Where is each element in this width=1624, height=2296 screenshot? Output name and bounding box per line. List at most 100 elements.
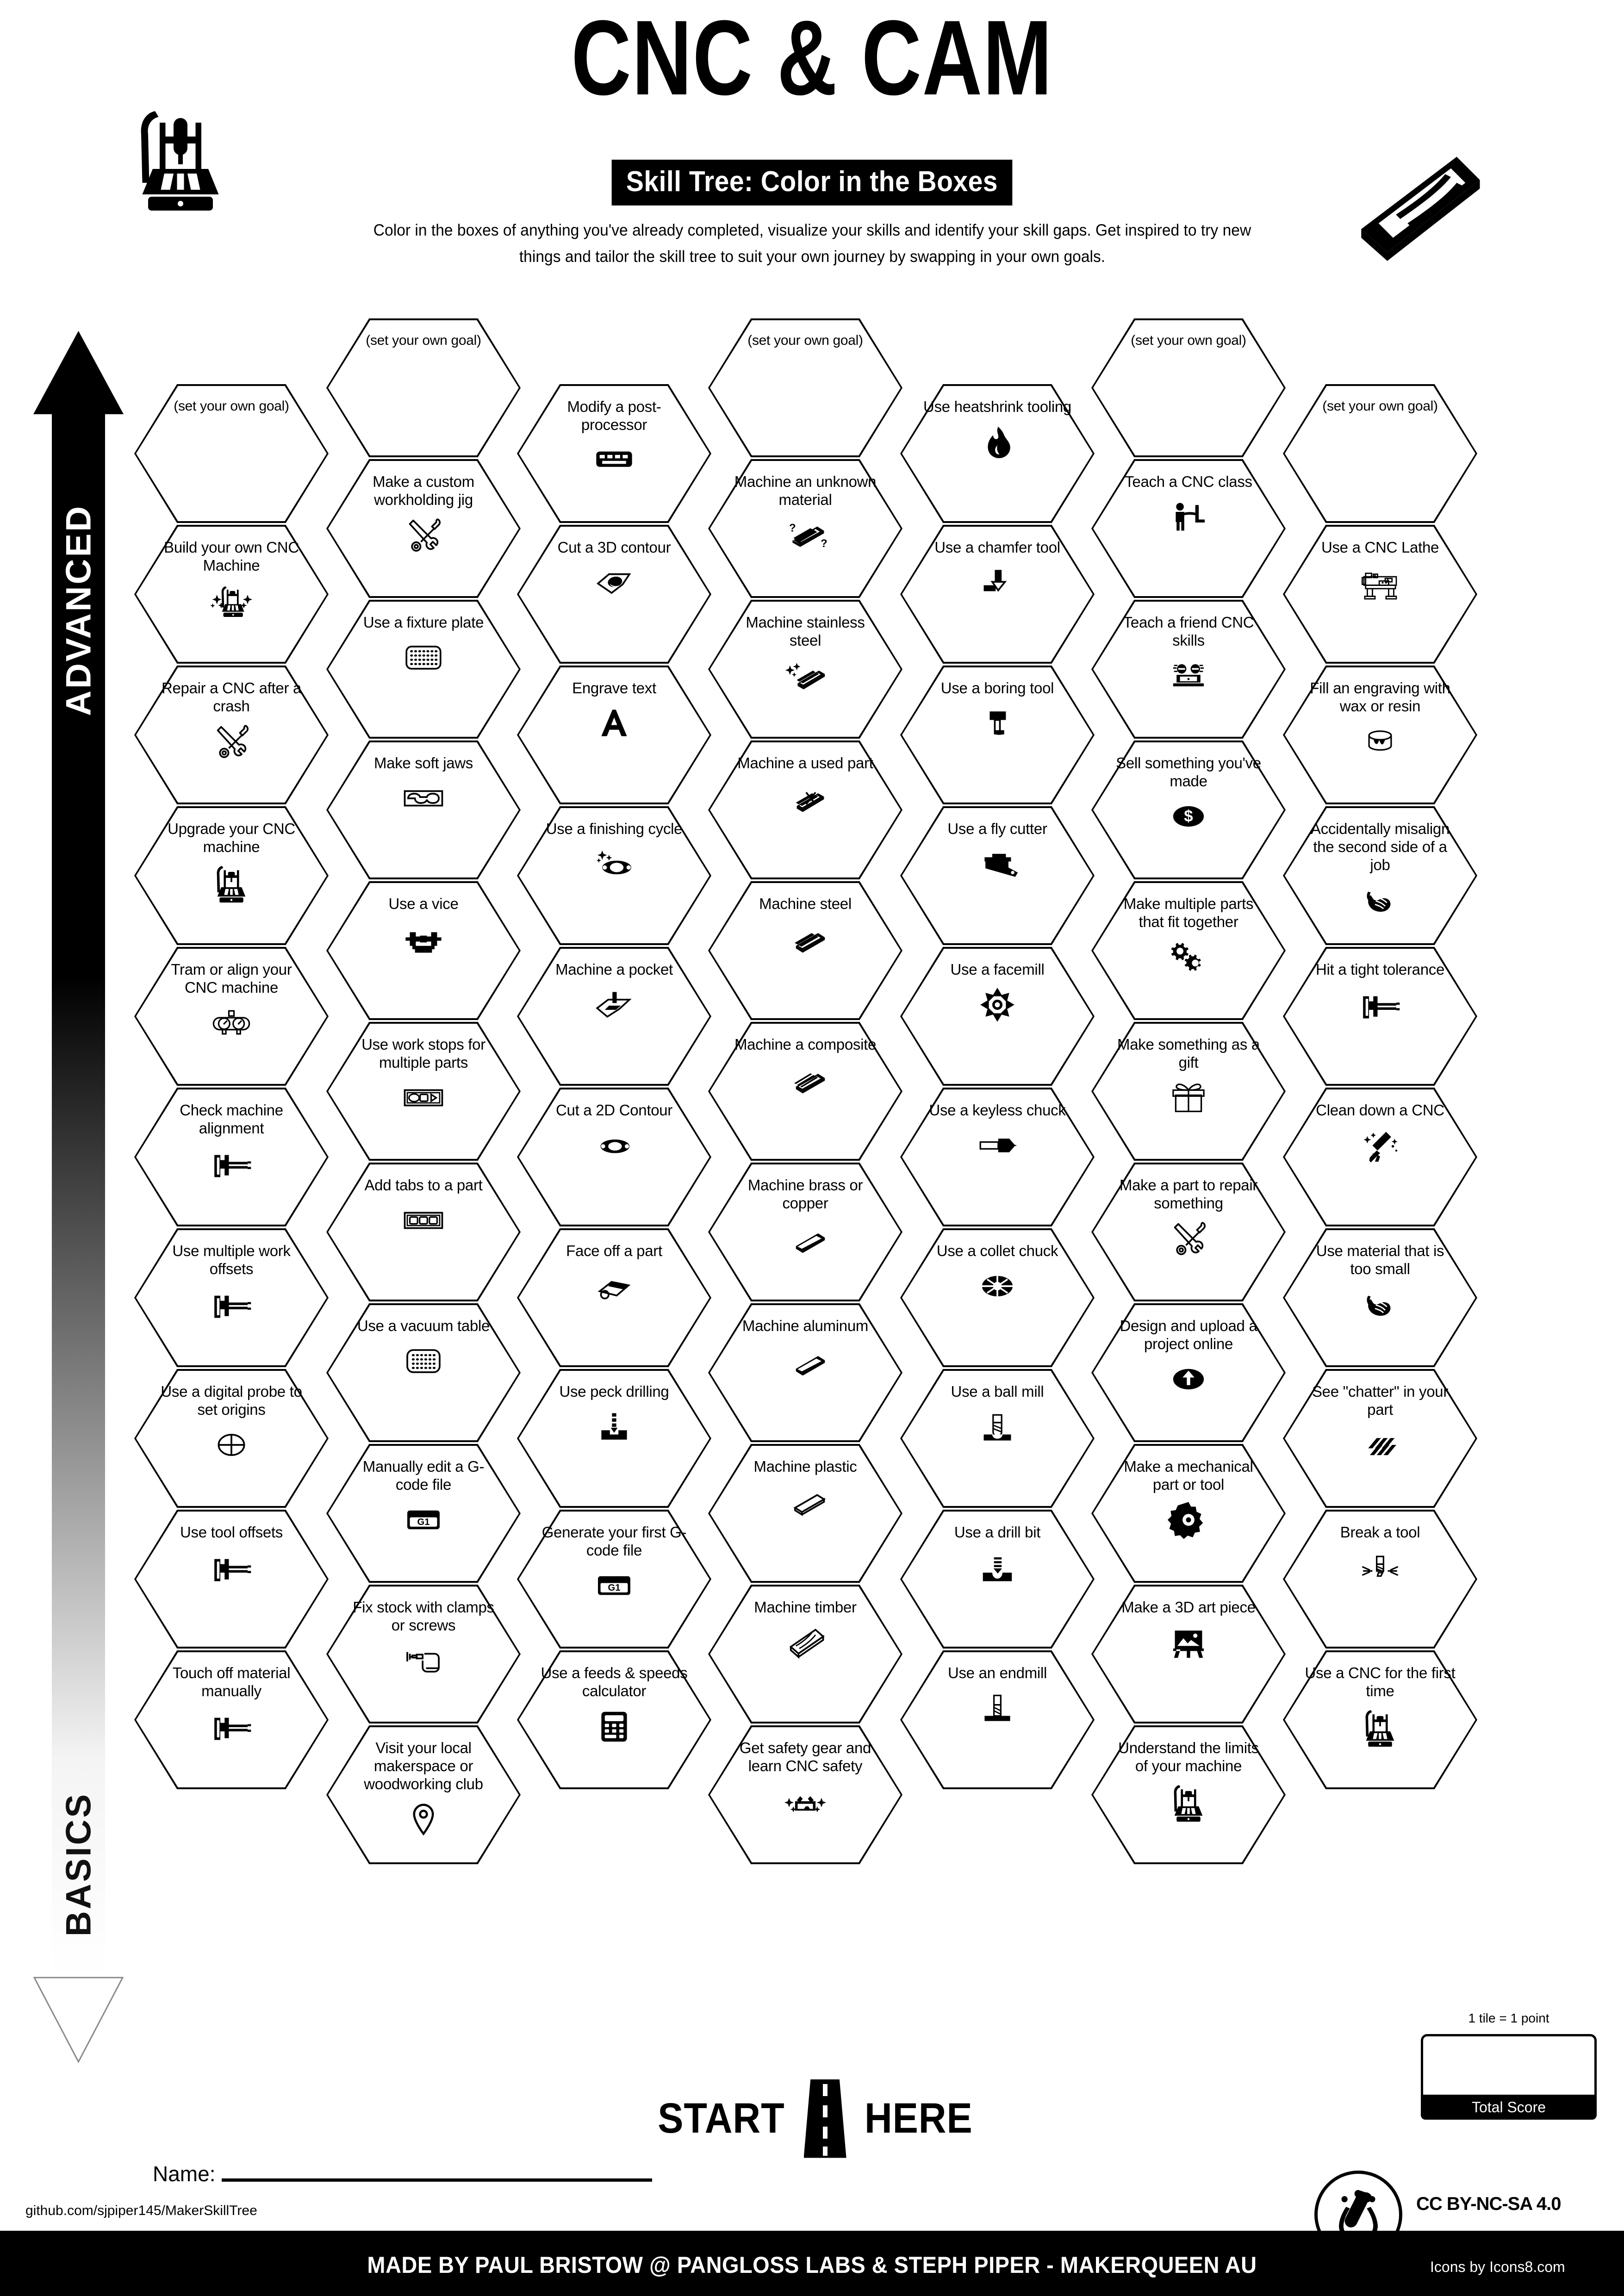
skill-tile[interactable]: Add tabs to a part	[326, 1163, 521, 1301]
skill-tile[interactable]: Manually edit a G-code file G1	[326, 1444, 521, 1583]
tile-label: Clean down a CNC	[1316, 1101, 1444, 1119]
skill-tile[interactable]: Modify a post-processor	[517, 384, 711, 523]
skill-tile[interactable]: Make soft jaws	[326, 740, 521, 879]
facepalm-icon	[1355, 879, 1406, 921]
skill-tile[interactable]: (set your own goal)	[326, 318, 521, 457]
skill-tile[interactable]: Fix stock with clamps or screws	[326, 1585, 521, 1724]
skill-tile[interactable]: Cut a 2D Contour	[517, 1088, 711, 1226]
skill-tile[interactable]: Understand the limits of your machine	[1091, 1725, 1286, 1864]
skill-tile[interactable]: Build your own CNC Machine	[134, 525, 329, 664]
tile-label: Machine a used part	[737, 754, 873, 772]
skill-tile[interactable]: Use a CNC for the first time	[1283, 1650, 1477, 1789]
skill-tile[interactable]: (set your own goal)	[134, 384, 329, 523]
skill-tile[interactable]: Machine timber	[708, 1585, 902, 1724]
skill-tile[interactable]: Make a mechanical part or tool	[1091, 1444, 1286, 1583]
skill-tile[interactable]: Machine steel	[708, 881, 902, 1020]
skill-tile[interactable]: See "chatter" in your part	[1283, 1369, 1477, 1508]
skill-tile[interactable]: Hit a tight tolerance	[1283, 947, 1477, 1086]
tile-fill	[519, 527, 709, 662]
composite-icon	[780, 1058, 831, 1101]
name-input[interactable]	[222, 2178, 653, 2182]
skill-tile[interactable]: Machine a pocket	[517, 947, 711, 1086]
skill-tile[interactable]: Touch off material manually	[134, 1650, 329, 1789]
skill-tile[interactable]: Sell something you've made $	[1091, 740, 1286, 879]
skill-tile[interactable]: Make a part to repair something	[1091, 1163, 1286, 1301]
skill-tile[interactable]: Use work stops for multiple parts	[326, 1022, 521, 1161]
skill-tile[interactable]: Teach a CNC class	[1091, 459, 1286, 598]
skill-tile[interactable]: Use a facemill	[900, 947, 1095, 1086]
skill-tile[interactable]: Make a 3D art piece	[1091, 1585, 1286, 1724]
skill-tile[interactable]: Face off a part	[517, 1228, 711, 1367]
skill-tile[interactable]: Use a fixture plate	[326, 600, 521, 739]
skill-tile[interactable]: Use an endmill	[900, 1650, 1095, 1789]
tile-fill	[136, 1089, 327, 1225]
skill-tile[interactable]: Use multiple work offsets	[134, 1228, 329, 1367]
skill-tile[interactable]: Use a vice	[326, 881, 521, 1020]
tile-fill	[136, 386, 327, 521]
skill-tile[interactable]: Use heatshrink tooling	[900, 384, 1095, 523]
skill-tile[interactable]: Fill an engraving with wax or resin	[1283, 666, 1477, 804]
svg-text:$: $	[1184, 807, 1193, 825]
skill-tile[interactable]: Make a custom workholding jig	[326, 459, 521, 598]
skill-tile[interactable]: Machine aluminum	[708, 1303, 902, 1442]
tile-label: Use peck drilling	[559, 1383, 669, 1400]
skill-tile[interactable]: Machine brass or copper	[708, 1163, 902, 1301]
skill-tile[interactable]: Use a ball mill	[900, 1369, 1095, 1508]
tile-label: (set your own goal)	[174, 398, 289, 414]
skill-tile[interactable]: Make something as a gift	[1091, 1022, 1286, 1161]
skill-tile[interactable]: Use peck drilling	[517, 1369, 711, 1508]
tile-label: Generate your first G-code file	[541, 1524, 687, 1559]
skill-tile[interactable]: Use tool offsets	[134, 1510, 329, 1649]
skill-tile[interactable]: Repair a CNC after a crash	[134, 666, 329, 804]
skill-tile[interactable]: Check machine alignment	[134, 1088, 329, 1226]
skill-tile[interactable]: Design and upload a project online	[1091, 1303, 1286, 1442]
tile-label: (set your own goal)	[1131, 333, 1246, 348]
tile-fill	[1285, 1512, 1475, 1647]
skill-tile[interactable]: Use a vacuum table	[326, 1303, 521, 1442]
skill-tile[interactable]: Get safety gear and learn CNC safety	[708, 1725, 902, 1864]
skill-tile[interactable]: Break a tool	[1283, 1510, 1477, 1649]
skill-tile[interactable]: Use a digital probe to set origins	[134, 1369, 329, 1508]
tile-fill	[1285, 949, 1475, 1084]
cnc-machine-icon	[1355, 1705, 1406, 1748]
total-score-box[interactable]: Total Score	[1421, 2034, 1597, 2120]
tile-fill	[136, 1230, 327, 1365]
skill-tile[interactable]: Use material that is too small	[1283, 1228, 1477, 1367]
skill-tile[interactable]: Use a collet chuck	[900, 1228, 1095, 1367]
skill-tile[interactable]: Make multiple parts that fit together	[1091, 881, 1286, 1020]
skill-tile[interactable]: Machine a composite	[708, 1022, 902, 1161]
skill-tile[interactable]: (set your own goal)	[1283, 384, 1477, 523]
caliper-icon	[206, 1546, 257, 1589]
skill-tile[interactable]: (set your own goal)	[708, 318, 902, 457]
skill-tile[interactable]: Cut a 3D contour	[517, 525, 711, 664]
g1-code-icon: G1	[589, 1564, 640, 1607]
skill-tile[interactable]: Upgrade your CNC machine	[134, 806, 329, 945]
skill-tile[interactable]: Use a finishing cycle	[517, 806, 711, 945]
skill-tile[interactable]: (set your own goal)	[1091, 318, 1286, 457]
contour-2d-icon	[589, 1124, 640, 1167]
skill-tile[interactable]: Accidentally misalign the second side of…	[1283, 806, 1477, 945]
tile-label: Repair a CNC after a crash	[161, 679, 302, 715]
skill-tile[interactable]: Use a keyless chuck	[900, 1088, 1095, 1226]
skill-tile[interactable]: Machine a used part	[708, 740, 902, 879]
g1-code-icon: G1	[398, 1499, 449, 1541]
skill-tile[interactable]: Visit your local makerspace or woodworki…	[326, 1725, 521, 1864]
skill-tile[interactable]: Use a boring tool	[900, 666, 1095, 804]
skill-tile[interactable]: Machine stainless steel	[708, 600, 902, 739]
here-word: HERE	[864, 2095, 973, 2142]
skill-tile[interactable]: Teach a friend CNC skills	[1091, 600, 1286, 739]
tile-fill	[1285, 1089, 1475, 1225]
skill-tile[interactable]: Use a CNC Lathe	[1283, 525, 1477, 664]
skill-tile[interactable]: Use a fly cutter	[900, 806, 1095, 945]
tile-label: Make a part to repair something	[1119, 1176, 1258, 1212]
skill-tile[interactable]: Machine an unknown material??	[708, 459, 902, 598]
skill-tile[interactable]: Use a chamfer tool	[900, 525, 1095, 664]
skill-tile[interactable]: Engrave text	[517, 666, 711, 804]
skill-tile[interactable]: Machine plastic	[708, 1444, 902, 1583]
repo-url[interactable]: github.com/sjpiper145/MakerSkillTree	[25, 2203, 257, 2218]
skill-tile[interactable]: Generate your first G-code file G1	[517, 1510, 711, 1649]
skill-tile[interactable]: Use a drill bit	[900, 1510, 1095, 1649]
skill-tile[interactable]: Use a feeds & speeds calculator	[517, 1650, 711, 1789]
skill-tile[interactable]: Tram or align your CNC machine	[134, 947, 329, 1086]
skill-tile[interactable]: Clean down a CNC	[1283, 1088, 1477, 1226]
